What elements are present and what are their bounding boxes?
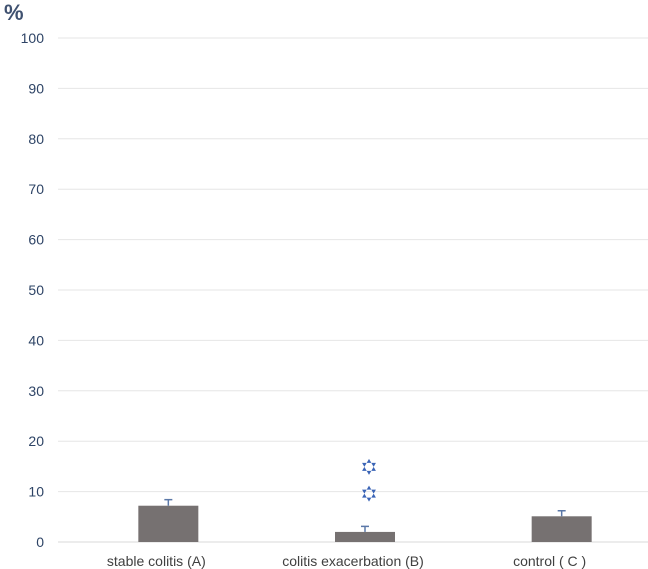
x-category-label: colitis exacerbation (B) — [282, 553, 424, 569]
y-tick-label: 90 — [28, 80, 44, 96]
y-axis-ticks: 0 10 20 30 40 50 60 70 80 90 100 — [21, 30, 45, 550]
y-tick-label: 70 — [28, 181, 44, 197]
y-axis-label: % — [4, 0, 24, 25]
y-tick-label: 50 — [28, 282, 44, 298]
error-bars — [164, 498, 566, 532]
bar — [531, 516, 592, 542]
y-tick-label: 30 — [28, 383, 44, 399]
y-tick-label: 10 — [28, 484, 44, 500]
x-category-label: stable colitis (A) — [107, 553, 206, 569]
y-tick-label: 0 — [36, 534, 44, 550]
y-tick-label: 20 — [28, 433, 44, 449]
bar — [138, 505, 199, 542]
y-tick-label: 80 — [28, 131, 44, 147]
star-marker — [362, 485, 376, 502]
y-tick-label: 40 — [28, 332, 44, 348]
x-axis-categories: stable colitis (A) colitis exacerbation (… — [107, 553, 586, 569]
star-marker — [362, 458, 376, 475]
y-tick-label: 60 — [28, 232, 44, 248]
y-tick-label: 100 — [21, 30, 45, 46]
bars — [138, 505, 592, 542]
significance-markers — [362, 458, 376, 502]
gridlines — [58, 37, 648, 493]
x-category-label: control ( C ) — [513, 553, 586, 569]
bar — [335, 531, 395, 542]
